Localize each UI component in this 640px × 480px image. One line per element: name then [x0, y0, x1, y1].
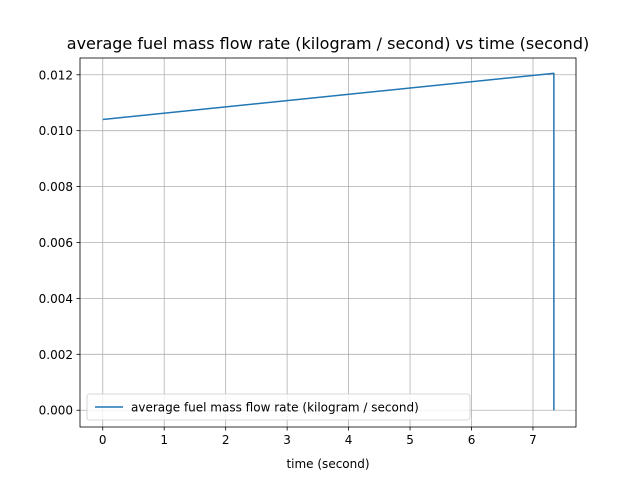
y-tick-label: 0.012	[39, 68, 73, 82]
x-axis-label: time (second)	[286, 457, 369, 471]
x-tick-label: 4	[345, 433, 353, 447]
x-tick-label: 0	[99, 433, 107, 447]
y-tick-label: 0.004	[39, 292, 73, 306]
chart-title: average fuel mass flow rate (kilogram / …	[67, 34, 589, 53]
x-tick-label: 7	[529, 433, 537, 447]
x-tick-label: 6	[468, 433, 476, 447]
y-tick-label: 0.002	[39, 348, 73, 362]
x-tick-label: 5	[406, 433, 414, 447]
x-tick-label: 2	[222, 433, 230, 447]
y-tick-label: 0.010	[39, 124, 73, 138]
legend-box	[86, 393, 471, 421]
y-tick-label: 0.006	[39, 236, 73, 250]
legend: average fuel mass flow rate (kilogram / …	[86, 393, 471, 421]
series-layer	[102, 72, 555, 411]
y-tick-label: 0.008	[39, 180, 73, 194]
y-tick-label: 0.000	[39, 404, 73, 418]
x-tick-label: 1	[160, 433, 168, 447]
legend-label: average fuel mass flow rate (kilogram / …	[131, 401, 419, 415]
tick-layer: 0 1 2 3 4 5 6 7 0.000 0.002 0.004 0.006 0.008 0.010 0.…	[39, 68, 537, 447]
x-tick-label: 3	[283, 433, 291, 447]
series-line	[102, 72, 555, 411]
